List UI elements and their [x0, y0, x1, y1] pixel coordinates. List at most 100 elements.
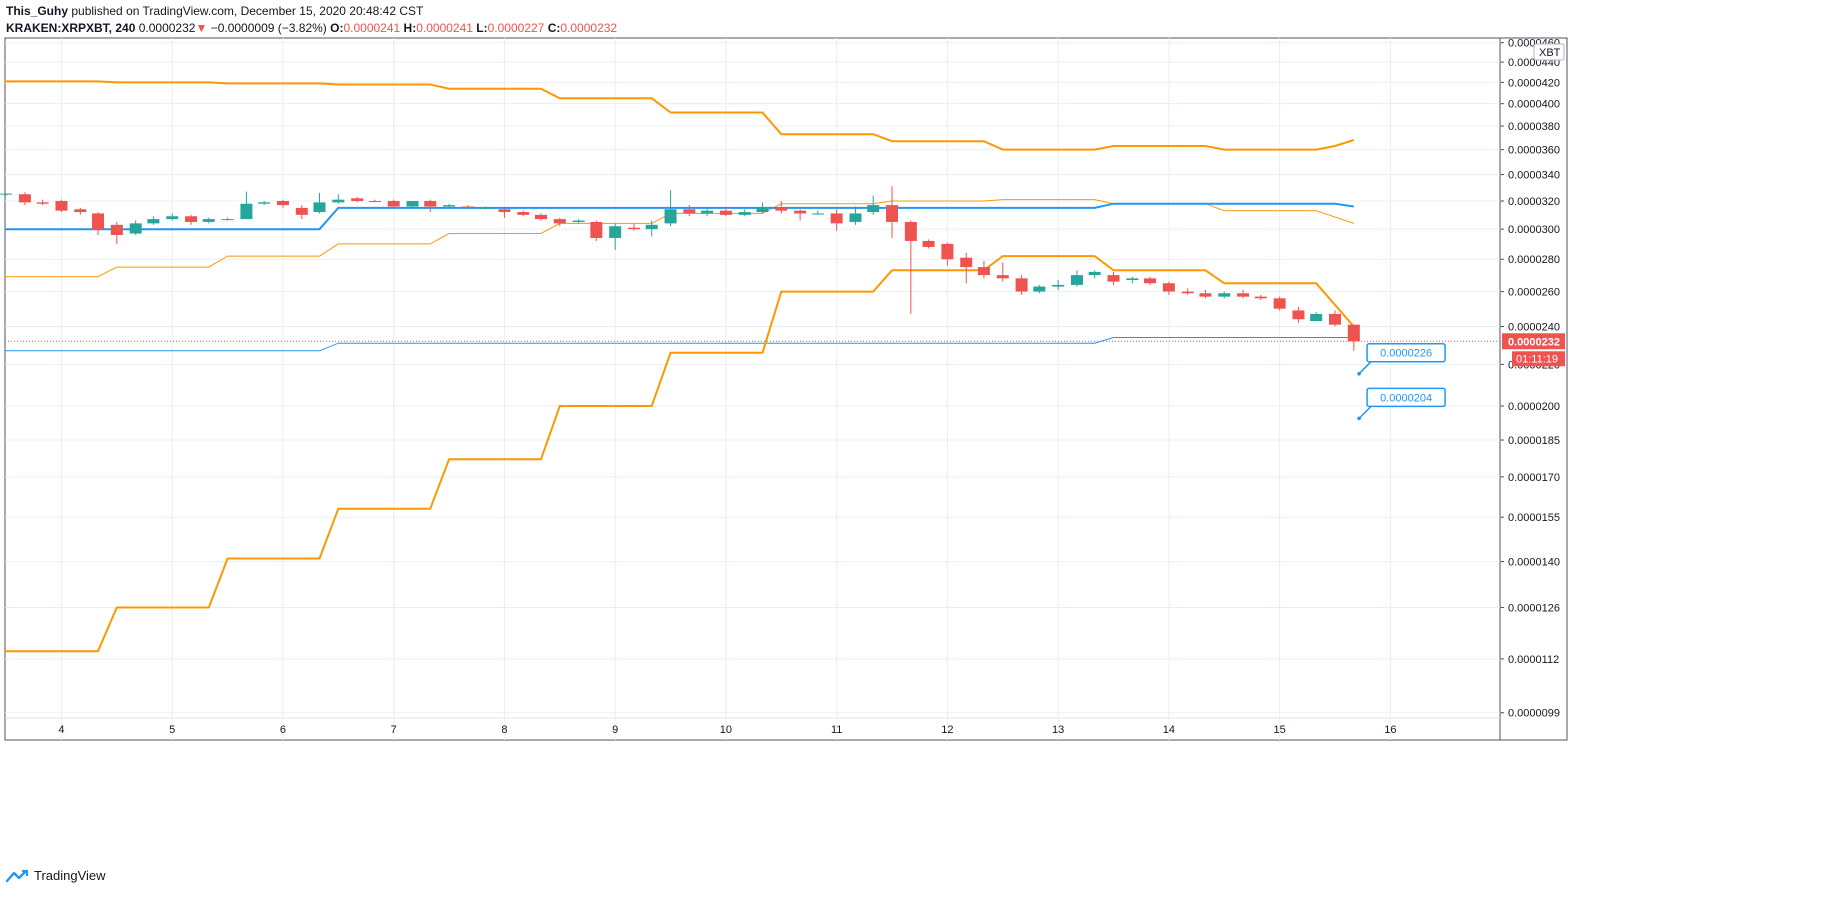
chart-frame: [4, 37, 1568, 741]
time-axis-label: 4: [58, 724, 64, 736]
candle-body: [406, 201, 419, 207]
candle-body: [240, 203, 253, 220]
candle-body: [1052, 284, 1065, 287]
candle-body: [645, 224, 658, 230]
down-arrow-icon: ▼: [195, 21, 208, 35]
annotation-box: [1366, 342, 1446, 363]
candle-body: [0, 193, 13, 195]
price-axis-label: 0.0000300: [1508, 224, 1560, 236]
price-axis-label: 0.0000420: [1508, 77, 1560, 89]
author-name[interactable]: This_Guhy: [6, 4, 69, 18]
candle-body: [1199, 293, 1212, 297]
indicator-line-upper-outer: [5, 80, 1355, 151]
candle-body: [313, 202, 326, 213]
candle-body: [922, 240, 935, 247]
candle-body: [166, 216, 179, 220]
price-axis-label: 0.0000400: [1508, 99, 1560, 111]
candle-body: [811, 213, 824, 215]
close-label: C:: [547, 21, 561, 35]
candle-body: [18, 194, 31, 203]
candle-body: [572, 220, 585, 222]
price-axis-label: 0.0000240: [1508, 321, 1560, 333]
open-value: 0.0000241: [343, 21, 401, 35]
last-price: 0.0000232: [138, 21, 196, 35]
candle-body: [221, 219, 234, 221]
candle-body: [351, 198, 364, 202]
candle-body: [147, 219, 160, 224]
tradingview-logo-icon: [6, 869, 28, 882]
price-axis-label: 0.0000099: [1508, 708, 1560, 720]
candle-body: [996, 275, 1009, 279]
indicator-line-lower-inner: [892, 255, 1355, 328]
indicator-line-lower-outer: [5, 269, 893, 653]
candle-body: [479, 207, 492, 209]
candle-body: [1328, 313, 1341, 325]
published-text: published on TradingView.com, December 1…: [71, 4, 424, 18]
candle-body: [534, 214, 547, 220]
candle-body: [1088, 271, 1101, 276]
price-axis-label: 0.0000185: [1508, 435, 1560, 447]
candle-body: [129, 223, 142, 234]
footer-brand: TradingView: [6, 868, 106, 883]
candle-body: [904, 221, 917, 241]
time-axis-label: 8: [501, 724, 507, 736]
time-axis-label: 9: [612, 724, 618, 736]
candle-body: [849, 213, 862, 222]
candle-body: [1070, 275, 1083, 285]
time-axis-label: 14: [1163, 724, 1175, 736]
candle-body: [794, 210, 807, 214]
high-label: H:: [403, 21, 417, 35]
candle-body: [775, 207, 788, 211]
annotation-anchor: [1357, 371, 1361, 376]
candle-body: [1107, 275, 1120, 282]
candle-body: [36, 202, 49, 204]
low-label: L:: [476, 21, 488, 35]
candle-body: [1292, 310, 1305, 320]
candle-body: [1218, 293, 1231, 297]
candle-body: [295, 207, 308, 215]
price-axis-label: 0.0000380: [1508, 121, 1560, 133]
candle-body: [276, 201, 289, 206]
candle-body: [628, 227, 641, 230]
brand-name[interactable]: TradingView: [34, 868, 106, 883]
candle-body: [867, 205, 880, 213]
candle-body: [886, 205, 899, 222]
candle-body: [609, 226, 622, 238]
time-axis-label: 7: [391, 724, 397, 736]
price-axis-label: 0.0000320: [1508, 196, 1560, 208]
candle-body: [332, 199, 345, 203]
candle-body: [110, 224, 123, 236]
candle-body: [664, 209, 677, 224]
candle-body: [368, 201, 381, 203]
candle-body: [960, 257, 973, 268]
candle-body: [202, 219, 215, 222]
price-axis-label: 0.0000112: [1508, 654, 1559, 666]
candle-body: [424, 201, 437, 207]
annotation-pointer: [1358, 405, 1372, 419]
candle-body: [517, 212, 530, 215]
indicator-line-middle: [5, 202, 1354, 231]
high-value: 0.0000241: [416, 21, 473, 35]
annotation-pointer: [1358, 361, 1372, 375]
countdown-badge: [1512, 351, 1565, 367]
time-axis-label: 11: [831, 724, 842, 736]
last-price-badge-label: 0.0000232: [1508, 336, 1560, 348]
time-axis-label: 10: [720, 724, 732, 736]
candle-body: [1015, 278, 1028, 292]
price-axis-label: 0.0000140: [1508, 557, 1560, 569]
time-axis-label: 5: [169, 724, 175, 736]
publish-info: This_Guhy published on TradingView.com, …: [6, 4, 423, 18]
candle-body: [185, 216, 198, 222]
price-chart[interactable]: 0.00004600.00004400.00004200.00004000.00…: [0, 0, 1828, 860]
annotation-label: 0.0000226: [1380, 348, 1432, 360]
time-axis-label: 16: [1384, 724, 1396, 736]
candle-body: [1347, 324, 1360, 342]
candle-body: [55, 201, 68, 211]
candle-body: [1126, 278, 1139, 280]
open-label: O:: [330, 21, 344, 35]
candle-body: [498, 209, 511, 213]
candle-body: [1273, 298, 1286, 309]
close-value: 0.0000232: [560, 21, 618, 35]
currency-label: XBT: [1539, 47, 1561, 59]
candle-body: [590, 221, 603, 238]
